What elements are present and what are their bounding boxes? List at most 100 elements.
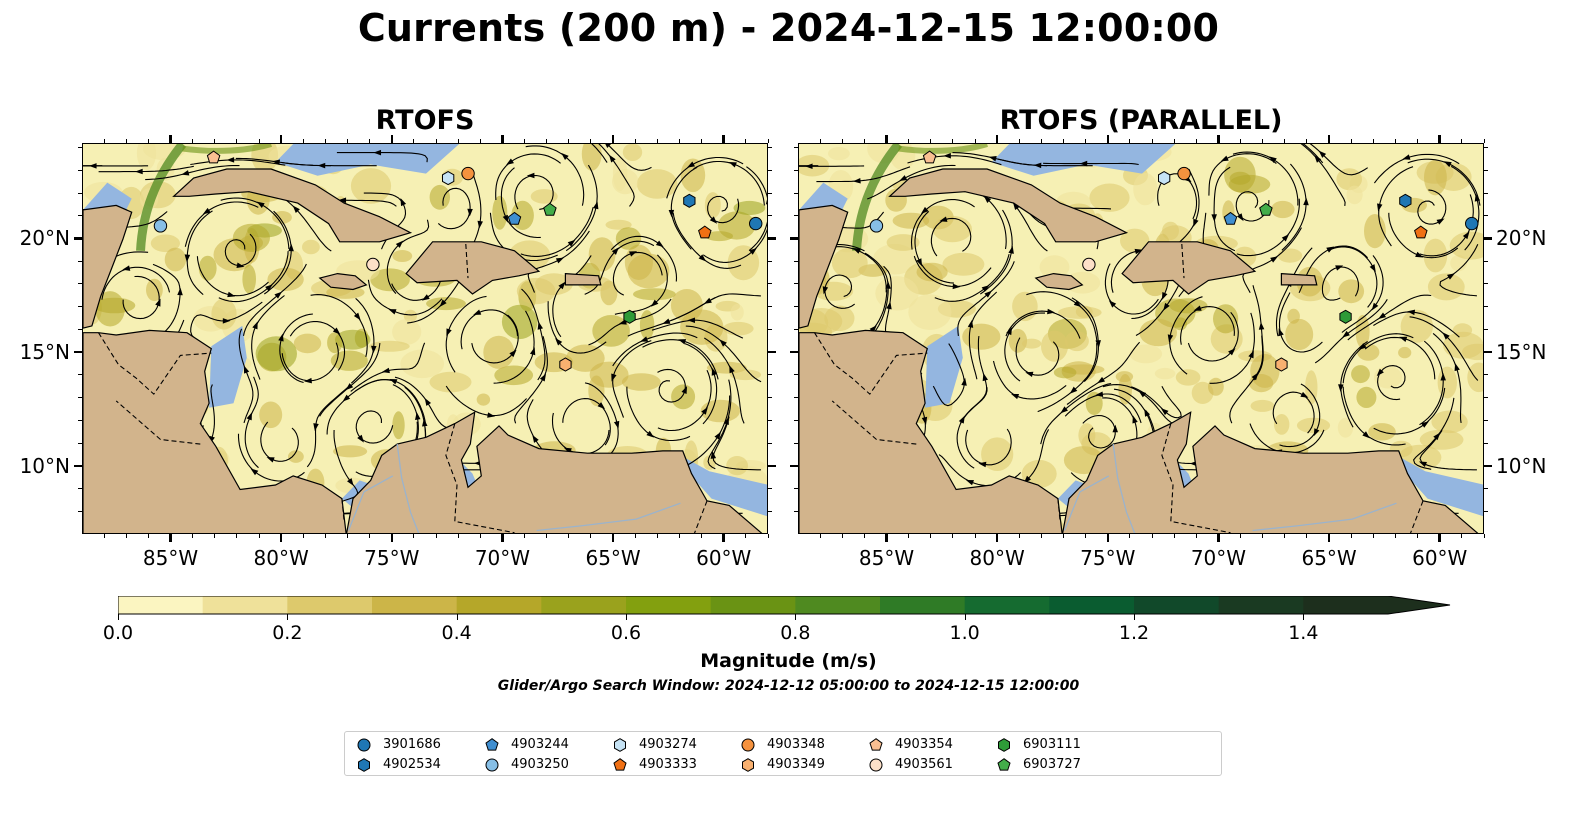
stream-arrow (1443, 161, 1452, 168)
lon-tick-bottom (192, 534, 194, 538)
stream-arrow (1193, 305, 1202, 311)
float-marker-3901686[interactable] (1465, 216, 1479, 231)
legend-marker-pentagon[interactable] (613, 757, 627, 771)
streamline (1321, 266, 1360, 301)
float-marker-4903349[interactable] (1275, 357, 1288, 372)
country-borders (814, 243, 1424, 533)
stream-arrow (446, 328, 452, 337)
float-marker-4903348[interactable] (1177, 166, 1191, 181)
stream-arrow (184, 254, 191, 263)
stream-arrow (920, 206, 929, 214)
lat-tick-left (794, 442, 798, 444)
float-marker-6903111[interactable] (623, 309, 636, 324)
legend-marker-pentagon[interactable] (485, 737, 499, 751)
colorbar-bin (710, 596, 796, 614)
legend-marker-hexagon[interactable] (614, 737, 626, 752)
lat-tick-left (74, 237, 82, 240)
stream-arrow (681, 385, 688, 395)
search-window-note: Glider/Argo Search Window: 2024-12-12 05… (497, 678, 1080, 694)
stream-arrow (288, 243, 294, 252)
stream-arrow (1318, 150, 1327, 158)
float-marker-4903244[interactable] (507, 211, 522, 225)
colorbar-tick-label: 1.0 (949, 622, 980, 644)
streamline (196, 256, 269, 297)
streamline (244, 376, 259, 469)
panel-title-rtofs-parallel: RTOFS (PARALLEL) (999, 105, 1283, 136)
float-marker-6903727[interactable] (1259, 202, 1273, 216)
streamline (1388, 212, 1459, 259)
legend-marker-hexagon[interactable] (358, 757, 370, 772)
lon-tick-top (524, 139, 526, 143)
lon-tick-bottom (1438, 534, 1441, 542)
float-marker-6903111[interactable] (1339, 309, 1352, 324)
float-marker-4903354[interactable] (206, 150, 221, 164)
lon-tick-label: 60°W (1412, 546, 1468, 570)
float-marker-4903348[interactable] (461, 166, 475, 181)
stream-arrow (243, 365, 250, 374)
stream-arrow (338, 197, 347, 203)
stream-arrow (317, 162, 326, 169)
lon-tick-top (413, 139, 415, 143)
map-panel-rtofs[interactable] (82, 143, 768, 534)
float-marker-4903333[interactable] (698, 225, 712, 239)
lon-tick-bottom (701, 534, 703, 538)
stream-arrow (532, 434, 539, 443)
streamline (1419, 194, 1474, 257)
stream-arrow (982, 373, 988, 382)
stream-arrow (597, 402, 606, 410)
stream-arrow (292, 205, 300, 214)
float-marker-4903561[interactable] (1082, 257, 1096, 272)
stream-arrow (313, 423, 319, 432)
float-marker-4903349[interactable] (559, 357, 572, 372)
float-marker-4903333[interactable] (1414, 225, 1428, 239)
streamline (218, 251, 289, 303)
streamline (693, 160, 765, 206)
float-marker-4903274[interactable] (1158, 171, 1171, 186)
stream-arrow (668, 209, 675, 218)
float-marker-4903250[interactable] (869, 219, 884, 233)
lat-tick-left (794, 260, 798, 262)
lon-tick-top (1018, 139, 1020, 143)
stream-arrow (613, 420, 620, 429)
streamline (1373, 153, 1460, 184)
stream-arrow (662, 318, 671, 324)
lat-tick-right (1484, 237, 1492, 240)
legend-marker-circle[interactable] (741, 738, 755, 751)
lat-tick-label: 15°N (19, 340, 70, 365)
float-marker-6903727[interactable] (543, 202, 557, 216)
legend-marker-circle[interactable] (357, 738, 371, 751)
float-marker-4902534[interactable] (1399, 193, 1412, 208)
lat-tick-left (794, 147, 798, 149)
float-marker-4903250[interactable] (153, 219, 168, 233)
float-marker-4903354[interactable] (922, 150, 937, 164)
map-panel-rtofs-parallel[interactable] (798, 143, 1484, 534)
streamline (242, 263, 307, 337)
legend-marker-circle[interactable] (485, 758, 499, 771)
legend-label: 4903348 (767, 737, 825, 752)
colorbar-bin (964, 596, 1050, 614)
legend-marker-pentagon[interactable] (997, 757, 1011, 771)
legend-marker-pentagon[interactable] (869, 737, 883, 751)
stream-arrow (332, 327, 341, 335)
float-marker-4903561[interactable] (366, 257, 380, 272)
colorbar-bin (1134, 596, 1220, 614)
legend-marker-hexagon[interactable] (998, 737, 1010, 752)
lat-tick-left (794, 488, 798, 490)
float-marker-3901686[interactable] (749, 216, 763, 231)
float-marker-4903274[interactable] (442, 171, 455, 186)
streamline (1340, 340, 1368, 428)
legend-entry: 4903250 (485, 757, 569, 772)
float-marker-4902534[interactable] (683, 193, 696, 208)
streamline (1131, 385, 1182, 419)
lon-tick-bottom (974, 534, 976, 538)
lon-tick-top (457, 139, 459, 143)
float-marker-4903244[interactable] (1223, 211, 1238, 225)
legend-label: 4903250 (511, 757, 569, 772)
lon-tick-top (930, 139, 932, 143)
legend-marker-hexagon[interactable] (742, 757, 754, 772)
legend-entry: 4903333 (613, 757, 697, 772)
lon-tick-bottom (841, 534, 843, 538)
lon-tick-bottom (390, 534, 394, 542)
legend-marker-circle[interactable] (869, 758, 883, 771)
stream-arrow (265, 284, 273, 292)
